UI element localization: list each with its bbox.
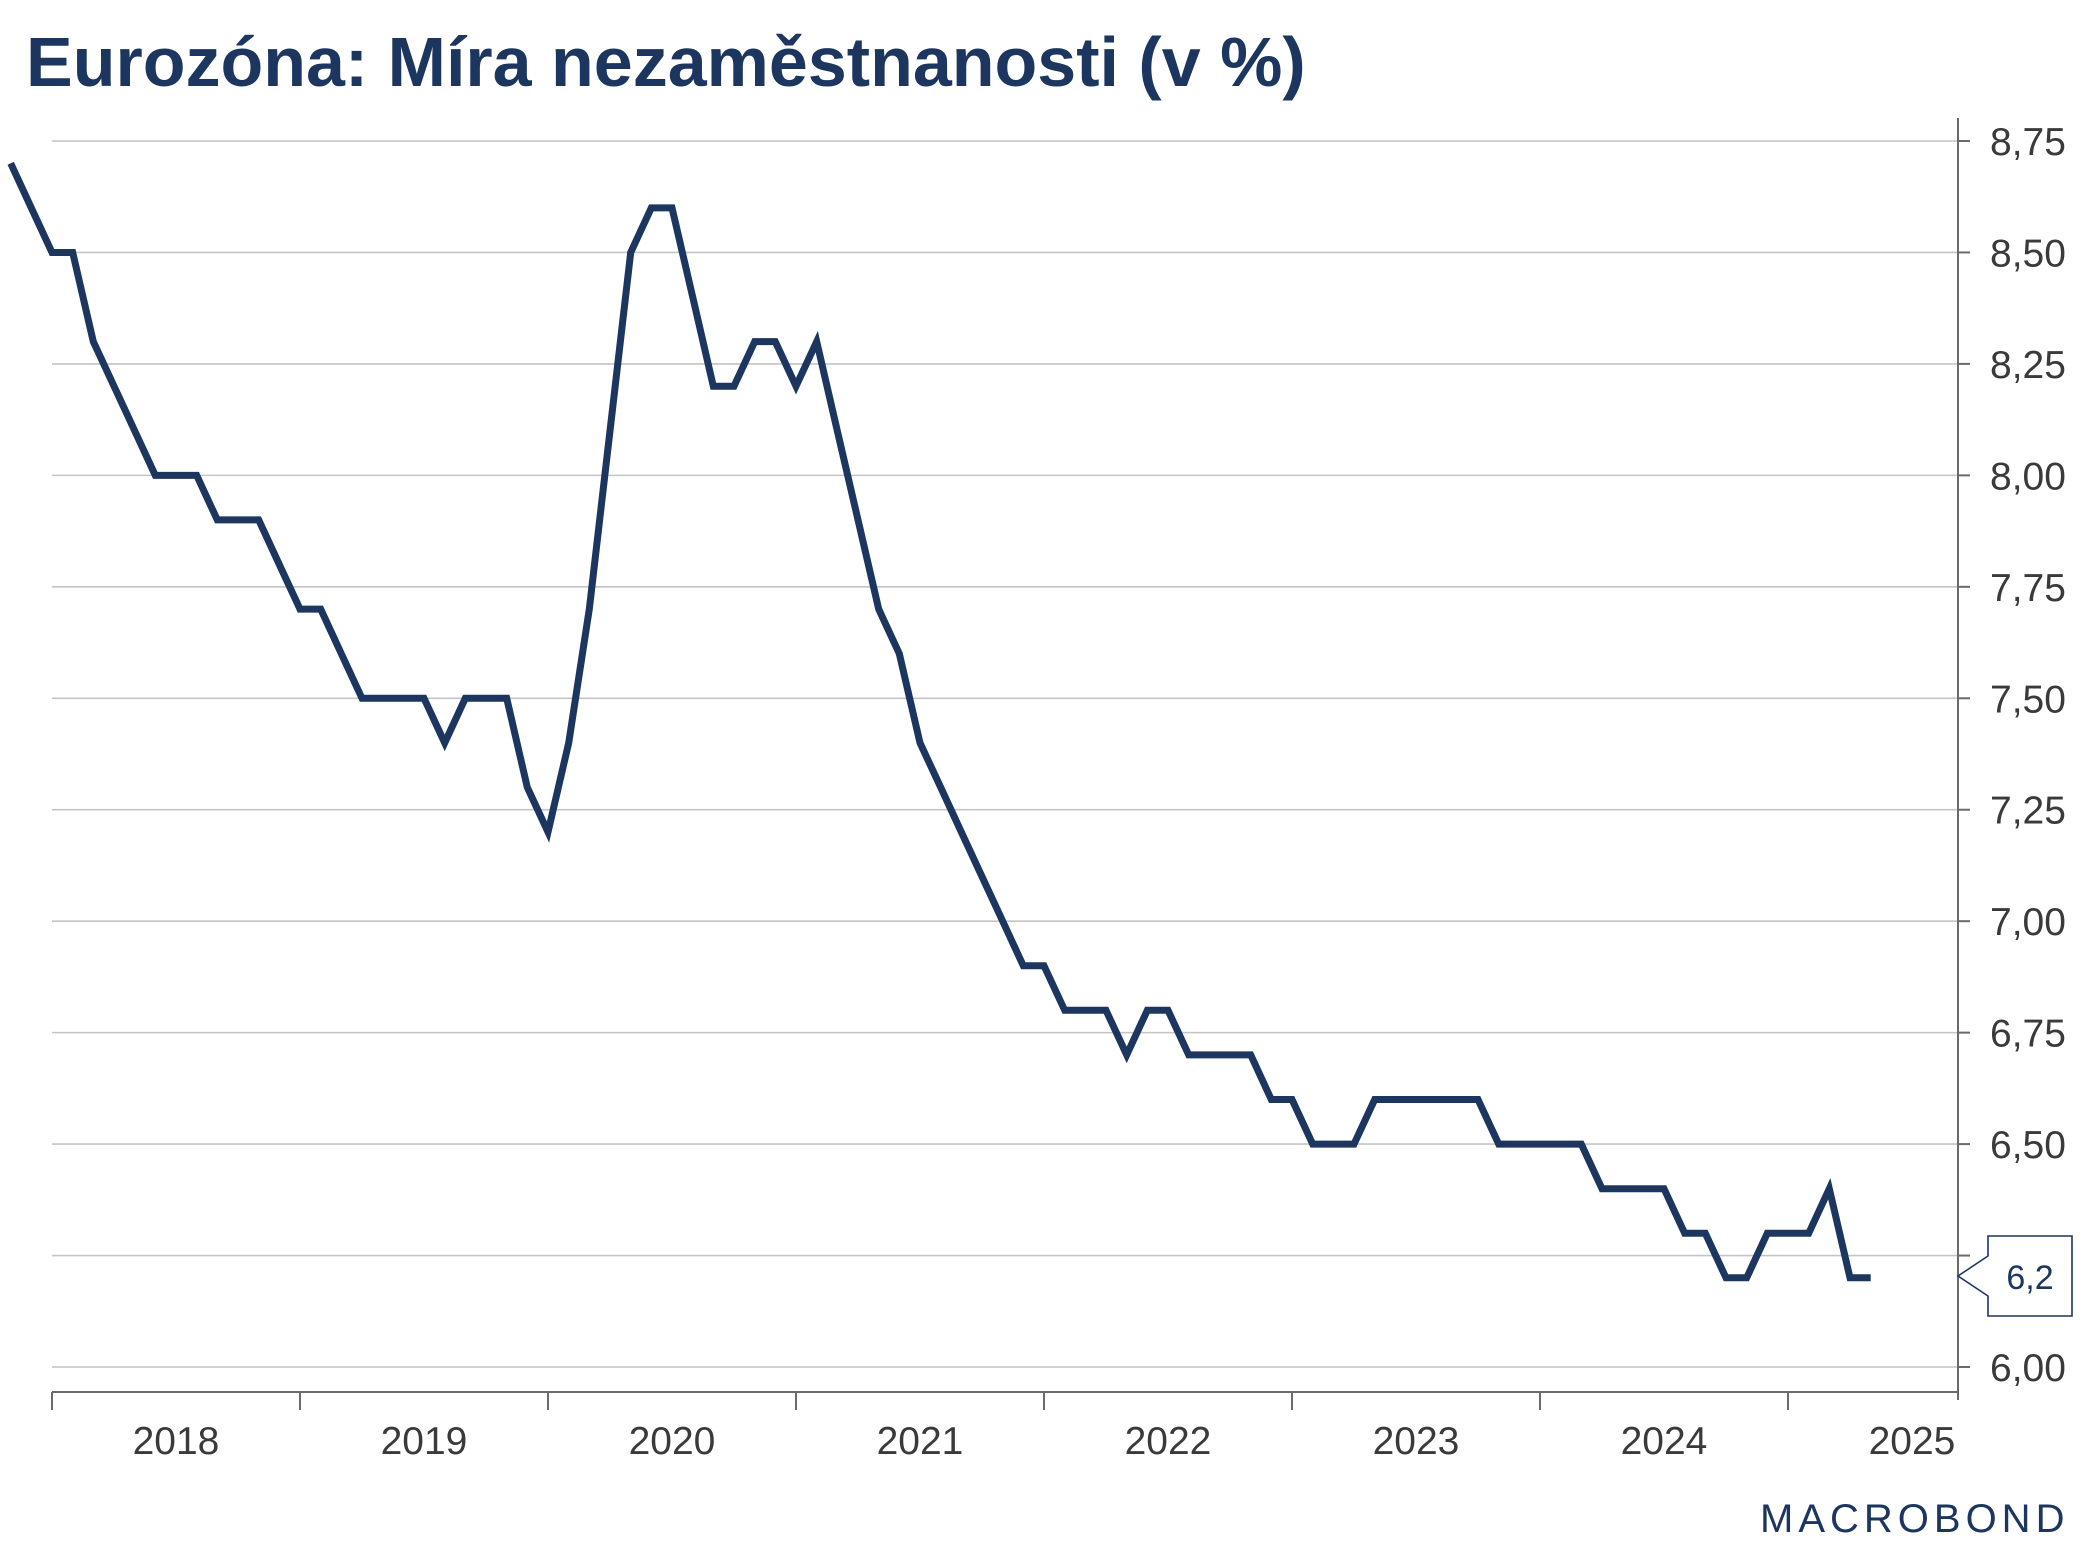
x-year-label: 2023 — [1373, 1420, 1460, 1463]
x-year-label: 2022 — [1125, 1420, 1212, 1463]
last-value-callout: 6,2 — [1956, 1235, 2073, 1317]
x-year-labels: 2018 2019 2020 2021 2022 2023 2024 2025 — [51, 1392, 1956, 1463]
axes — [52, 118, 1959, 1400]
y-tick-label: 8,75 — [1990, 121, 2066, 164]
y-tick-label: 8,00 — [1990, 455, 2066, 498]
x-year-label: 2025 — [1869, 1420, 1956, 1463]
y-tick-labels: 6,00 6,50 6,75 7,00 7,25 7,50 7,75 8,00 8,25 8,50… — [1958, 121, 2066, 1390]
x-year-label: 2020 — [629, 1420, 716, 1463]
y-tick-label: 8,25 — [1990, 344, 2066, 387]
y-tick-label: 7,25 — [1990, 790, 2066, 833]
y-tick-label: 7,00 — [1990, 901, 2066, 944]
y-tick-label: 8,50 — [1990, 232, 2066, 275]
y-tick-label: 7,50 — [1990, 678, 2066, 721]
y-tick-label: 6,75 — [1990, 1013, 2066, 1056]
y-tick-label: 6,00 — [1990, 1347, 2066, 1390]
y-tick-label: 6,50 — [1990, 1124, 2066, 1167]
macrobond-logo: MACROBOND — [1760, 1497, 2069, 1541]
x-year-label: 2018 — [133, 1420, 220, 1463]
macrobond-logo-text: MACROBOND — [1760, 1497, 2069, 1541]
x-year-label: 2019 — [381, 1420, 468, 1463]
x-year-label: 2024 — [1621, 1420, 1708, 1463]
y-tick-label: 7,75 — [1990, 567, 2066, 610]
unemployment-series-line — [7, 161, 1871, 1282]
page-title: Eurozóna: Míra nezaměstnanosti (v %) — [26, 23, 1306, 101]
gridlines — [52, 140, 1958, 1368]
last-value-label: 6,2 — [2006, 1259, 2053, 1297]
x-year-label: 2021 — [877, 1420, 964, 1463]
